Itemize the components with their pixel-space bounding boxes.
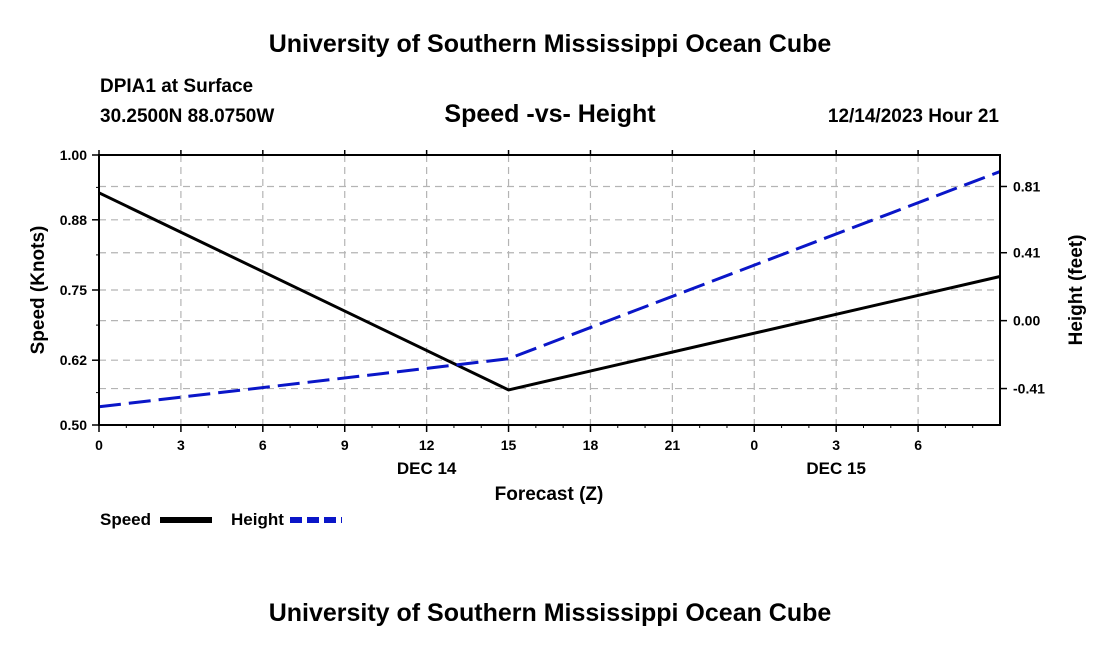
y-axis-title-right: Height (feet): [1066, 235, 1087, 346]
grid: [99, 155, 1000, 425]
date-label: DEC 15: [806, 459, 866, 478]
x-tick-label: 18: [583, 437, 599, 453]
x-tick-label: 3: [832, 437, 840, 453]
chart-title: Speed -vs- Height: [444, 100, 656, 128]
y-tick-label-right: 0.41: [1013, 245, 1040, 261]
x-tick-label: 21: [665, 437, 681, 453]
y-tick-label-left: 0.75: [60, 282, 87, 298]
footer-title: University of Southern Mississippi Ocean…: [268, 599, 832, 627]
x-tick-label: 12: [419, 437, 435, 453]
x-tick-label: 15: [501, 437, 517, 453]
legend-height-label: Height: [231, 510, 284, 529]
y-tick-label-left: 0.50: [60, 417, 87, 433]
y-tick-label-left: 0.88: [60, 212, 87, 228]
y-tick-label-right: 0.00: [1013, 313, 1040, 329]
y-tick-label-left: 0.62: [60, 352, 87, 368]
y-tick-label-right: -0.41: [1013, 381, 1045, 397]
tick-labels: 0 3 6 9 12 15 18 21 0 3 6 DEC 14 DEC 15 0.50 0.62 0.75 0…: [60, 147, 1045, 478]
y-axis-title-left: Speed (Knots): [28, 226, 49, 355]
series-line-speed: [98, 191, 1001, 392]
series-line-height: [98, 170, 1001, 409]
legend-speed-label: Speed: [100, 510, 152, 529]
page-title: University of Southern Mississippi Ocean…: [268, 30, 832, 58]
ticks: [92, 150, 1007, 432]
x-tick-label: 6: [914, 437, 922, 453]
y-tick-label-right: 0.81: [1013, 178, 1040, 194]
x-axis-title: Forecast (Z): [495, 484, 604, 505]
date-label: DEC 14: [397, 459, 457, 478]
station-coordinates: 30.2500N 88.0750W: [100, 106, 275, 127]
series-layer: [98, 170, 1001, 409]
x-tick-label: 0: [750, 437, 758, 453]
x-tick-label: 0: [95, 437, 103, 453]
x-tick-label: 9: [341, 437, 349, 453]
valid-time: 12/14/2023 Hour 21: [827, 106, 999, 127]
x-tick-label: 6: [259, 437, 267, 453]
x-tick-label: 3: [177, 437, 185, 453]
station-name: DPIA1 at Surface: [100, 76, 254, 97]
y-tick-label-left: 1.00: [60, 147, 87, 163]
